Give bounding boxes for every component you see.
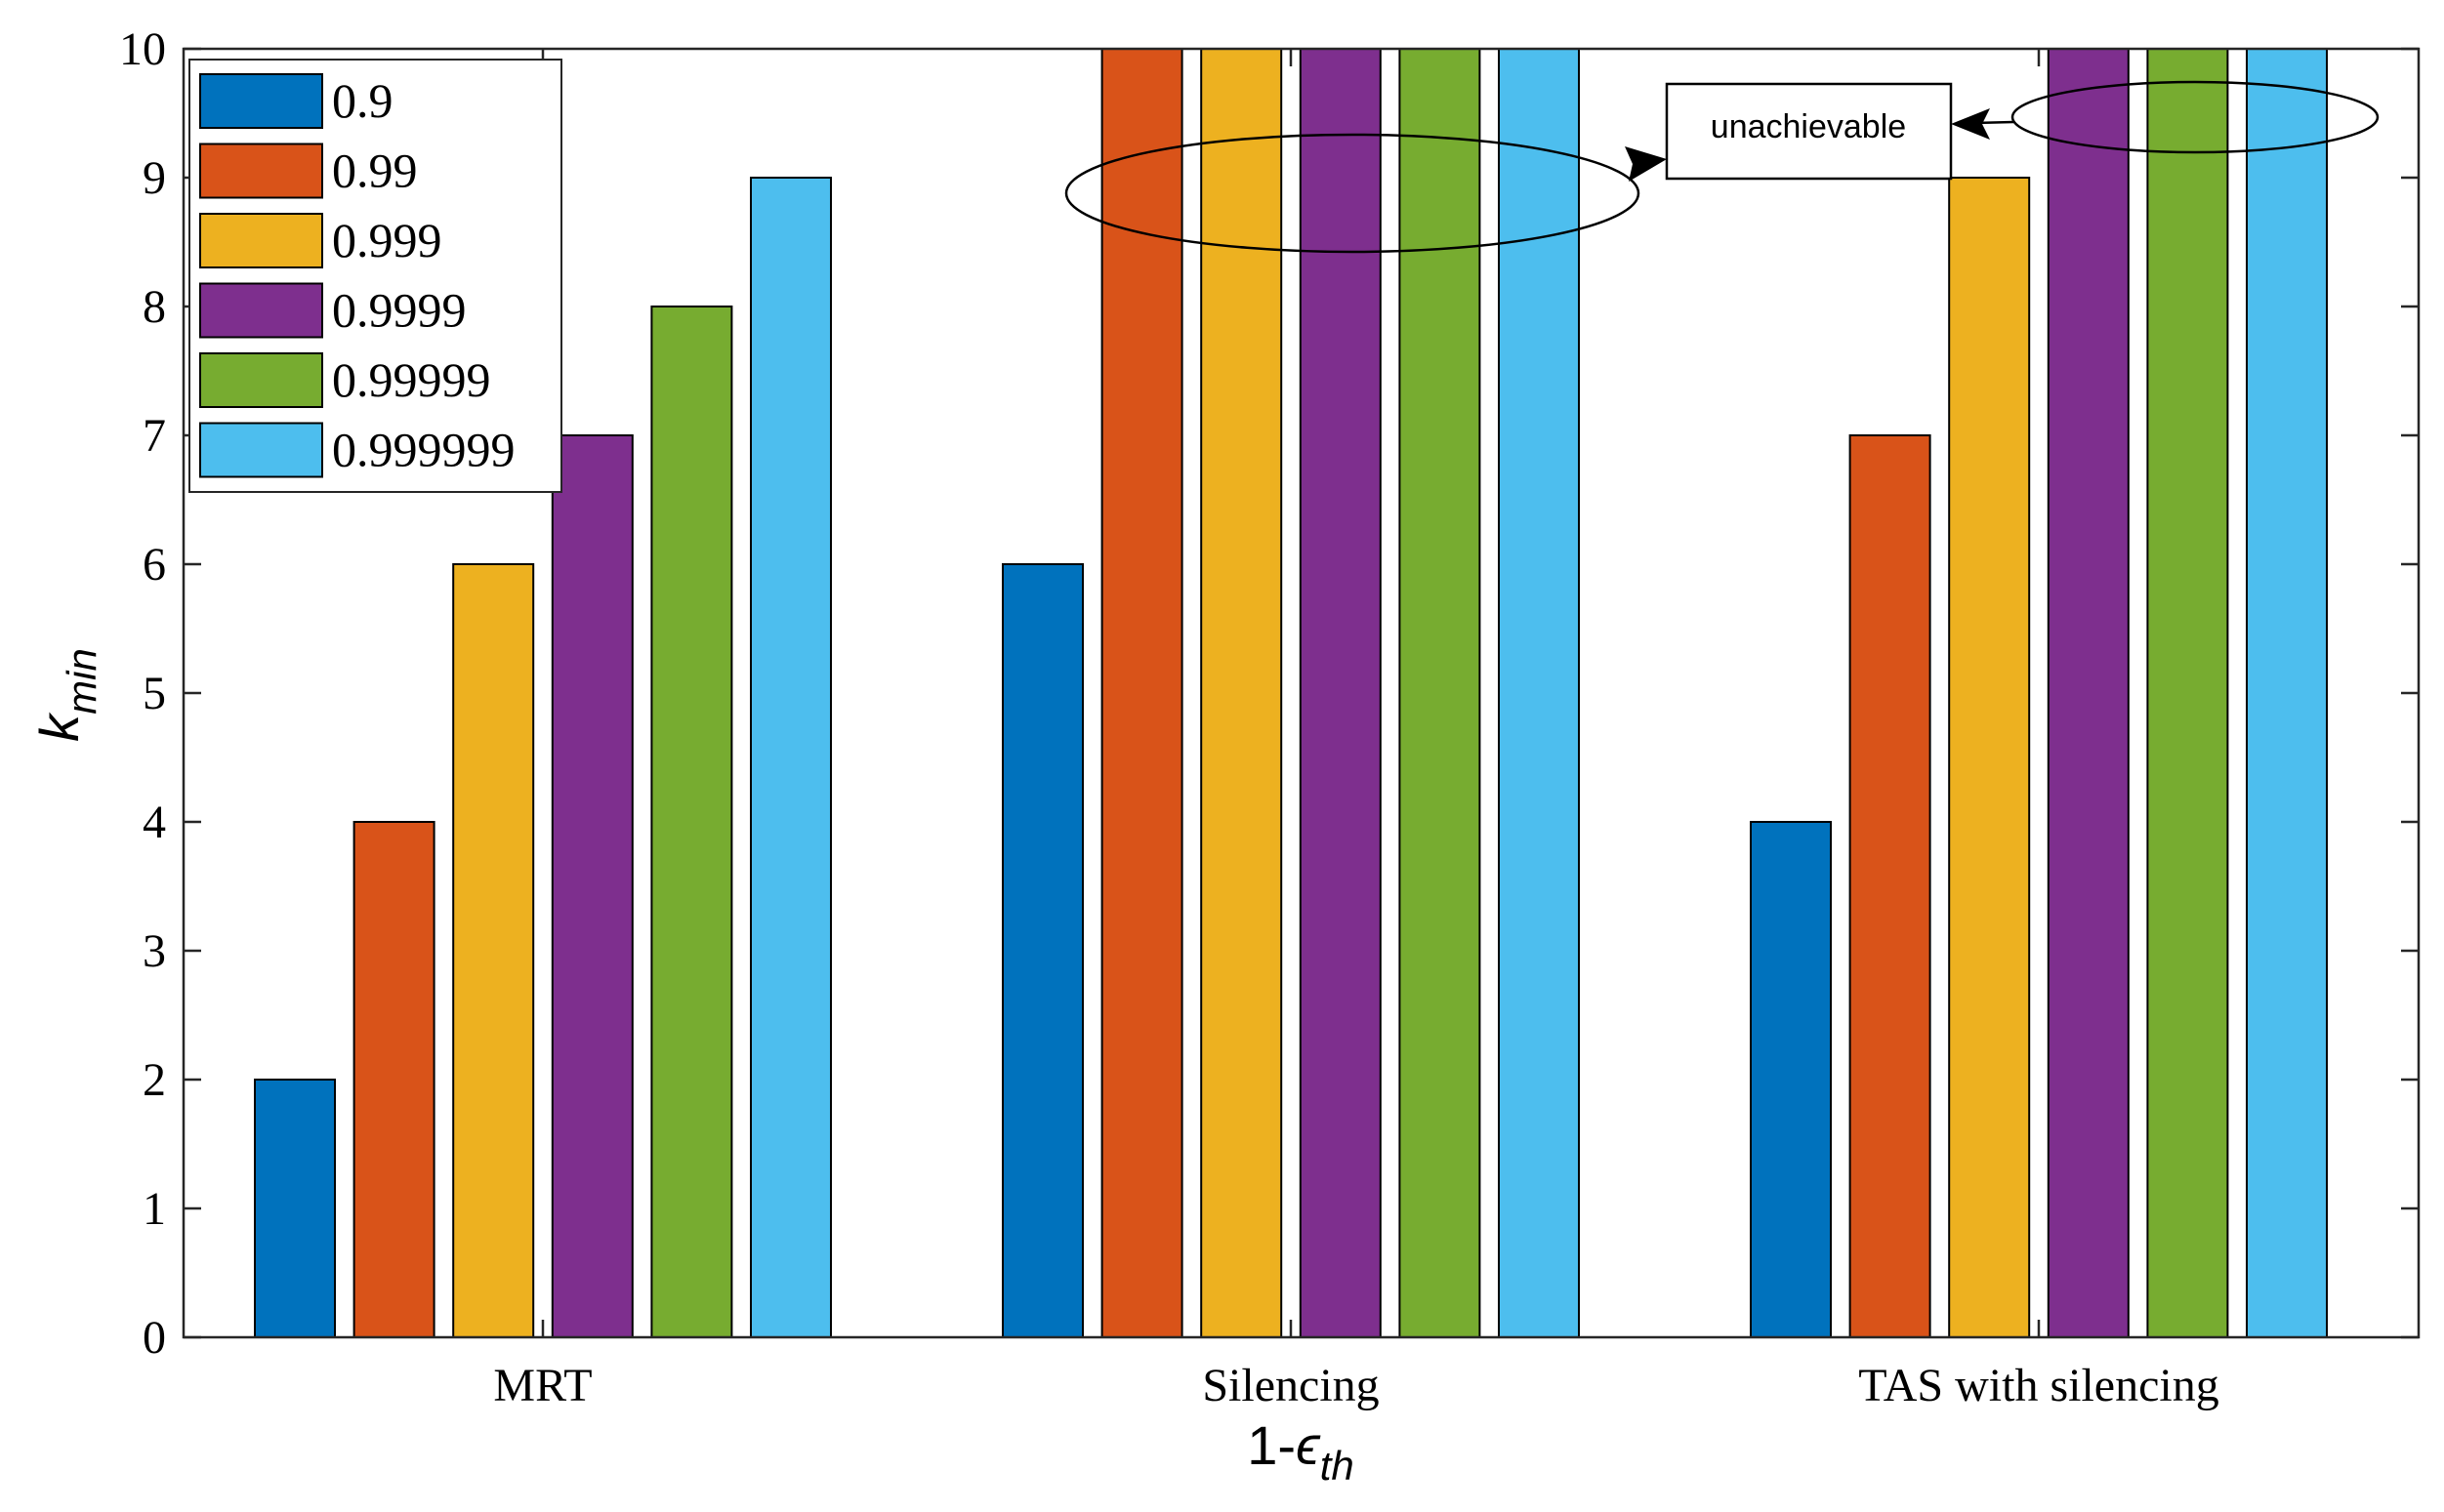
y-tick-label-10: 10	[119, 23, 166, 75]
y-tick-label-6: 6	[143, 539, 166, 591]
y-tick-label-4: 4	[143, 797, 166, 848]
bar-silencing-0.9999	[1299, 48, 1382, 1338]
legend-swatch-0.9999	[199, 282, 323, 339]
legend-label-0.9999: 0.9999	[332, 283, 467, 338]
bar-silencing-0.999999	[1498, 48, 1580, 1338]
legend-label-0.999999: 0.999999	[332, 423, 516, 477]
legend-swatch-0.999999	[199, 422, 323, 478]
bar-mrt-0.99	[352, 821, 435, 1338]
bar-silencing-0.99999	[1398, 48, 1481, 1338]
x-tick-label-silencing: Silencing	[1202, 1360, 1379, 1411]
bar-silencing-0.9	[1002, 563, 1084, 1338]
x-tick-label-mrt: MRT	[493, 1360, 592, 1411]
bar-tas-with-silencing-0.9	[1750, 821, 1832, 1338]
arrow-head-left-icon	[1625, 146, 1667, 182]
bar-silencing-0.99	[1100, 48, 1183, 1338]
arrow-head-right-icon	[1951, 108, 1990, 140]
bar-mrt-0.99999	[650, 306, 733, 1338]
unachievable-label: unachievable	[1711, 108, 1906, 145]
bar-mrt-0.9	[254, 1079, 336, 1338]
y-tick-label-2: 2	[143, 1054, 166, 1106]
y-tick-label-3: 3	[143, 925, 166, 977]
x-tick-label-tas-with-silencing: TAS with silencing	[1858, 1360, 2218, 1411]
unachievable-label-box	[1665, 82, 1953, 181]
bar-tas-with-silencing-0.999	[1948, 177, 2031, 1338]
x-axis-label: 1-ϵth	[1247, 1414, 1354, 1489]
bar-tas-with-silencing-0.999999	[2246, 48, 2328, 1338]
plot-frame	[182, 47, 2421, 1339]
tas-highlight-ellipse	[2010, 80, 2380, 154]
y-tick-label-8: 8	[143, 281, 166, 333]
y-tick-label-5: 5	[143, 668, 166, 719]
legend-swatch-0.9	[199, 73, 323, 129]
unachievable-annotation: unachievable	[1064, 80, 2380, 254]
y-tick-label-0: 0	[143, 1312, 166, 1364]
bar-tas-with-silencing-0.99	[1848, 434, 1931, 1338]
y-tick-label-7: 7	[143, 410, 166, 462]
legend-swatch-0.999	[199, 213, 323, 268]
legend: 0.9 0.99 0.999 0.9999 0.99999 0.999999	[188, 59, 562, 493]
bar-mrt-0.999	[452, 563, 535, 1338]
bar-tas-with-silencing-0.9999	[2047, 48, 2130, 1338]
bar-mrt-0.9999	[551, 434, 634, 1338]
legend-label-0.9: 0.9	[332, 73, 394, 128]
legend-label-0.99: 0.99	[332, 143, 418, 198]
legend-box	[188, 59, 562, 493]
y-axis-label: kmin	[28, 648, 104, 742]
bars-group	[254, 48, 2328, 1338]
legend-label-0.99999: 0.99999	[332, 352, 491, 407]
legend-swatch-0.99	[199, 143, 323, 199]
y-tick-label-1: 1	[143, 1183, 166, 1235]
legend-label-0.999: 0.999	[332, 213, 442, 267]
bar-mrt-0.999999	[750, 177, 832, 1338]
y-tick-label-9: 9	[143, 152, 166, 204]
legend-swatch-0.99999	[199, 352, 323, 408]
silencing-highlight-ellipse	[1064, 133, 1640, 254]
bar-silencing-0.999	[1200, 48, 1283, 1338]
bar-tas-with-silencing-0.99999	[2146, 48, 2229, 1338]
